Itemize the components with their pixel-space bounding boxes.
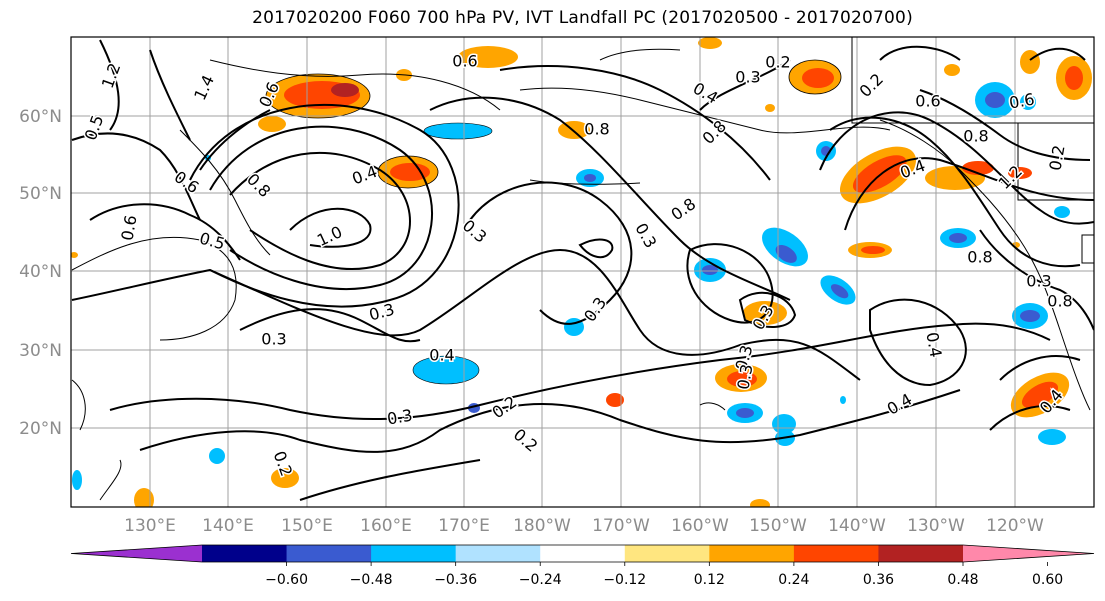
contour-label: 0.8 bbox=[967, 248, 992, 267]
colorbar-segment bbox=[286, 545, 372, 562]
contour-label: 0.6 bbox=[452, 52, 477, 71]
colorbar-tick-label: −0.36 bbox=[434, 572, 477, 588]
colorbar-tick-label: −0.60 bbox=[265, 572, 308, 588]
map-frame bbox=[70, 36, 1095, 508]
colorbar-segment bbox=[202, 545, 288, 562]
contour-label: 0.3 bbox=[1026, 272, 1051, 291]
colorbar-tick-label: 0.36 bbox=[863, 572, 894, 588]
lon-tick-label: 180°W bbox=[513, 516, 571, 536]
map-background bbox=[71, 37, 1094, 507]
contour-label: 0.6 bbox=[117, 214, 140, 242]
map-content: 1.2 1.40.50.60.60.80.5 1.00.60.40.30.30.30… bbox=[71, 37, 1094, 507]
colorbar-segment bbox=[371, 545, 457, 562]
contour-label: 0.6 bbox=[1008, 89, 1036, 112]
contour-label: 0.3 bbox=[261, 330, 286, 349]
contour-label: 0.8 bbox=[584, 120, 609, 139]
lon-tick-label: 150°W bbox=[749, 516, 807, 536]
lon-tick-label: 120°W bbox=[986, 516, 1044, 536]
lon-tick-label: 130°E bbox=[124, 516, 176, 536]
lat-tick-label: 50°N bbox=[19, 184, 62, 204]
colorbar-segment bbox=[793, 545, 879, 562]
colorbar-tick-label: −0.24 bbox=[519, 572, 562, 588]
colorbar-extend-high bbox=[963, 545, 1094, 562]
map-boxes bbox=[851, 37, 1094, 264]
colorbar-tick-label: −0.12 bbox=[603, 572, 646, 588]
coastlines bbox=[71, 48, 1091, 501]
lon-tick-label: 160°E bbox=[360, 516, 412, 536]
contour-label: 0.4 bbox=[429, 346, 454, 365]
latitude-labels: 60°N 50°N 40°N 30°N 20°N bbox=[19, 107, 62, 439]
chart-title: 2017020200 F060 700 hPa PV, IVT Landfall… bbox=[252, 8, 913, 28]
colorbar-tick-label: 0.48 bbox=[947, 572, 978, 588]
colorbar-outline bbox=[70, 544, 1095, 563]
contour-label: 0.8 bbox=[1047, 292, 1072, 311]
lon-tick-label: 140°E bbox=[202, 516, 254, 536]
colorbar-tick-label: 0.24 bbox=[778, 572, 809, 588]
graticule bbox=[71, 37, 1094, 507]
lon-tick-label: 170°W bbox=[592, 516, 650, 536]
colorbar-tick-label: 0.60 bbox=[1032, 572, 1063, 588]
lat-tick-label: 20°N bbox=[19, 419, 62, 439]
lon-tick-label: 170°E bbox=[438, 516, 490, 536]
lon-tick-label: 130°W bbox=[907, 516, 965, 536]
colorbar-segment bbox=[709, 545, 795, 562]
contour-label: 0.2 bbox=[765, 53, 790, 72]
colorbar-extend-low bbox=[71, 545, 202, 562]
colorbar bbox=[70, 544, 1095, 563]
colorbar-segment bbox=[878, 545, 964, 562]
lon-tick-label: 160°W bbox=[671, 516, 729, 536]
colorbar-segment bbox=[455, 545, 541, 562]
lon-tick-label: 150°E bbox=[281, 516, 333, 536]
colorbar-segment bbox=[540, 545, 626, 562]
pv-contours bbox=[71, 39, 1094, 501]
lat-tick-label: 30°N bbox=[19, 341, 62, 361]
contour-label: 0.8 bbox=[963, 127, 988, 146]
lat-tick-label: 40°N bbox=[19, 262, 62, 282]
contour-label: 0.6 bbox=[915, 92, 940, 111]
colorbar-segment bbox=[624, 545, 710, 562]
colorbar-tick-label: 0.12 bbox=[694, 572, 725, 588]
colorbar-tick-labels: −0.60 −0.48 −0.36 −0.24 −0.12 0.12 0.24 0.36 0.4… bbox=[265, 562, 1063, 588]
lat-tick-label: 60°N bbox=[19, 107, 62, 127]
lon-tick-label: 140°W bbox=[828, 516, 886, 536]
contour-label: 0.2 bbox=[1045, 144, 1068, 172]
contour-label: 0.3 bbox=[735, 68, 760, 87]
colorbar-tick-label: −0.48 bbox=[350, 572, 393, 588]
longitude-labels: 130°E 140°E 150°E 160°E 170°E 180°W 170°W 160°W… bbox=[124, 516, 1044, 536]
